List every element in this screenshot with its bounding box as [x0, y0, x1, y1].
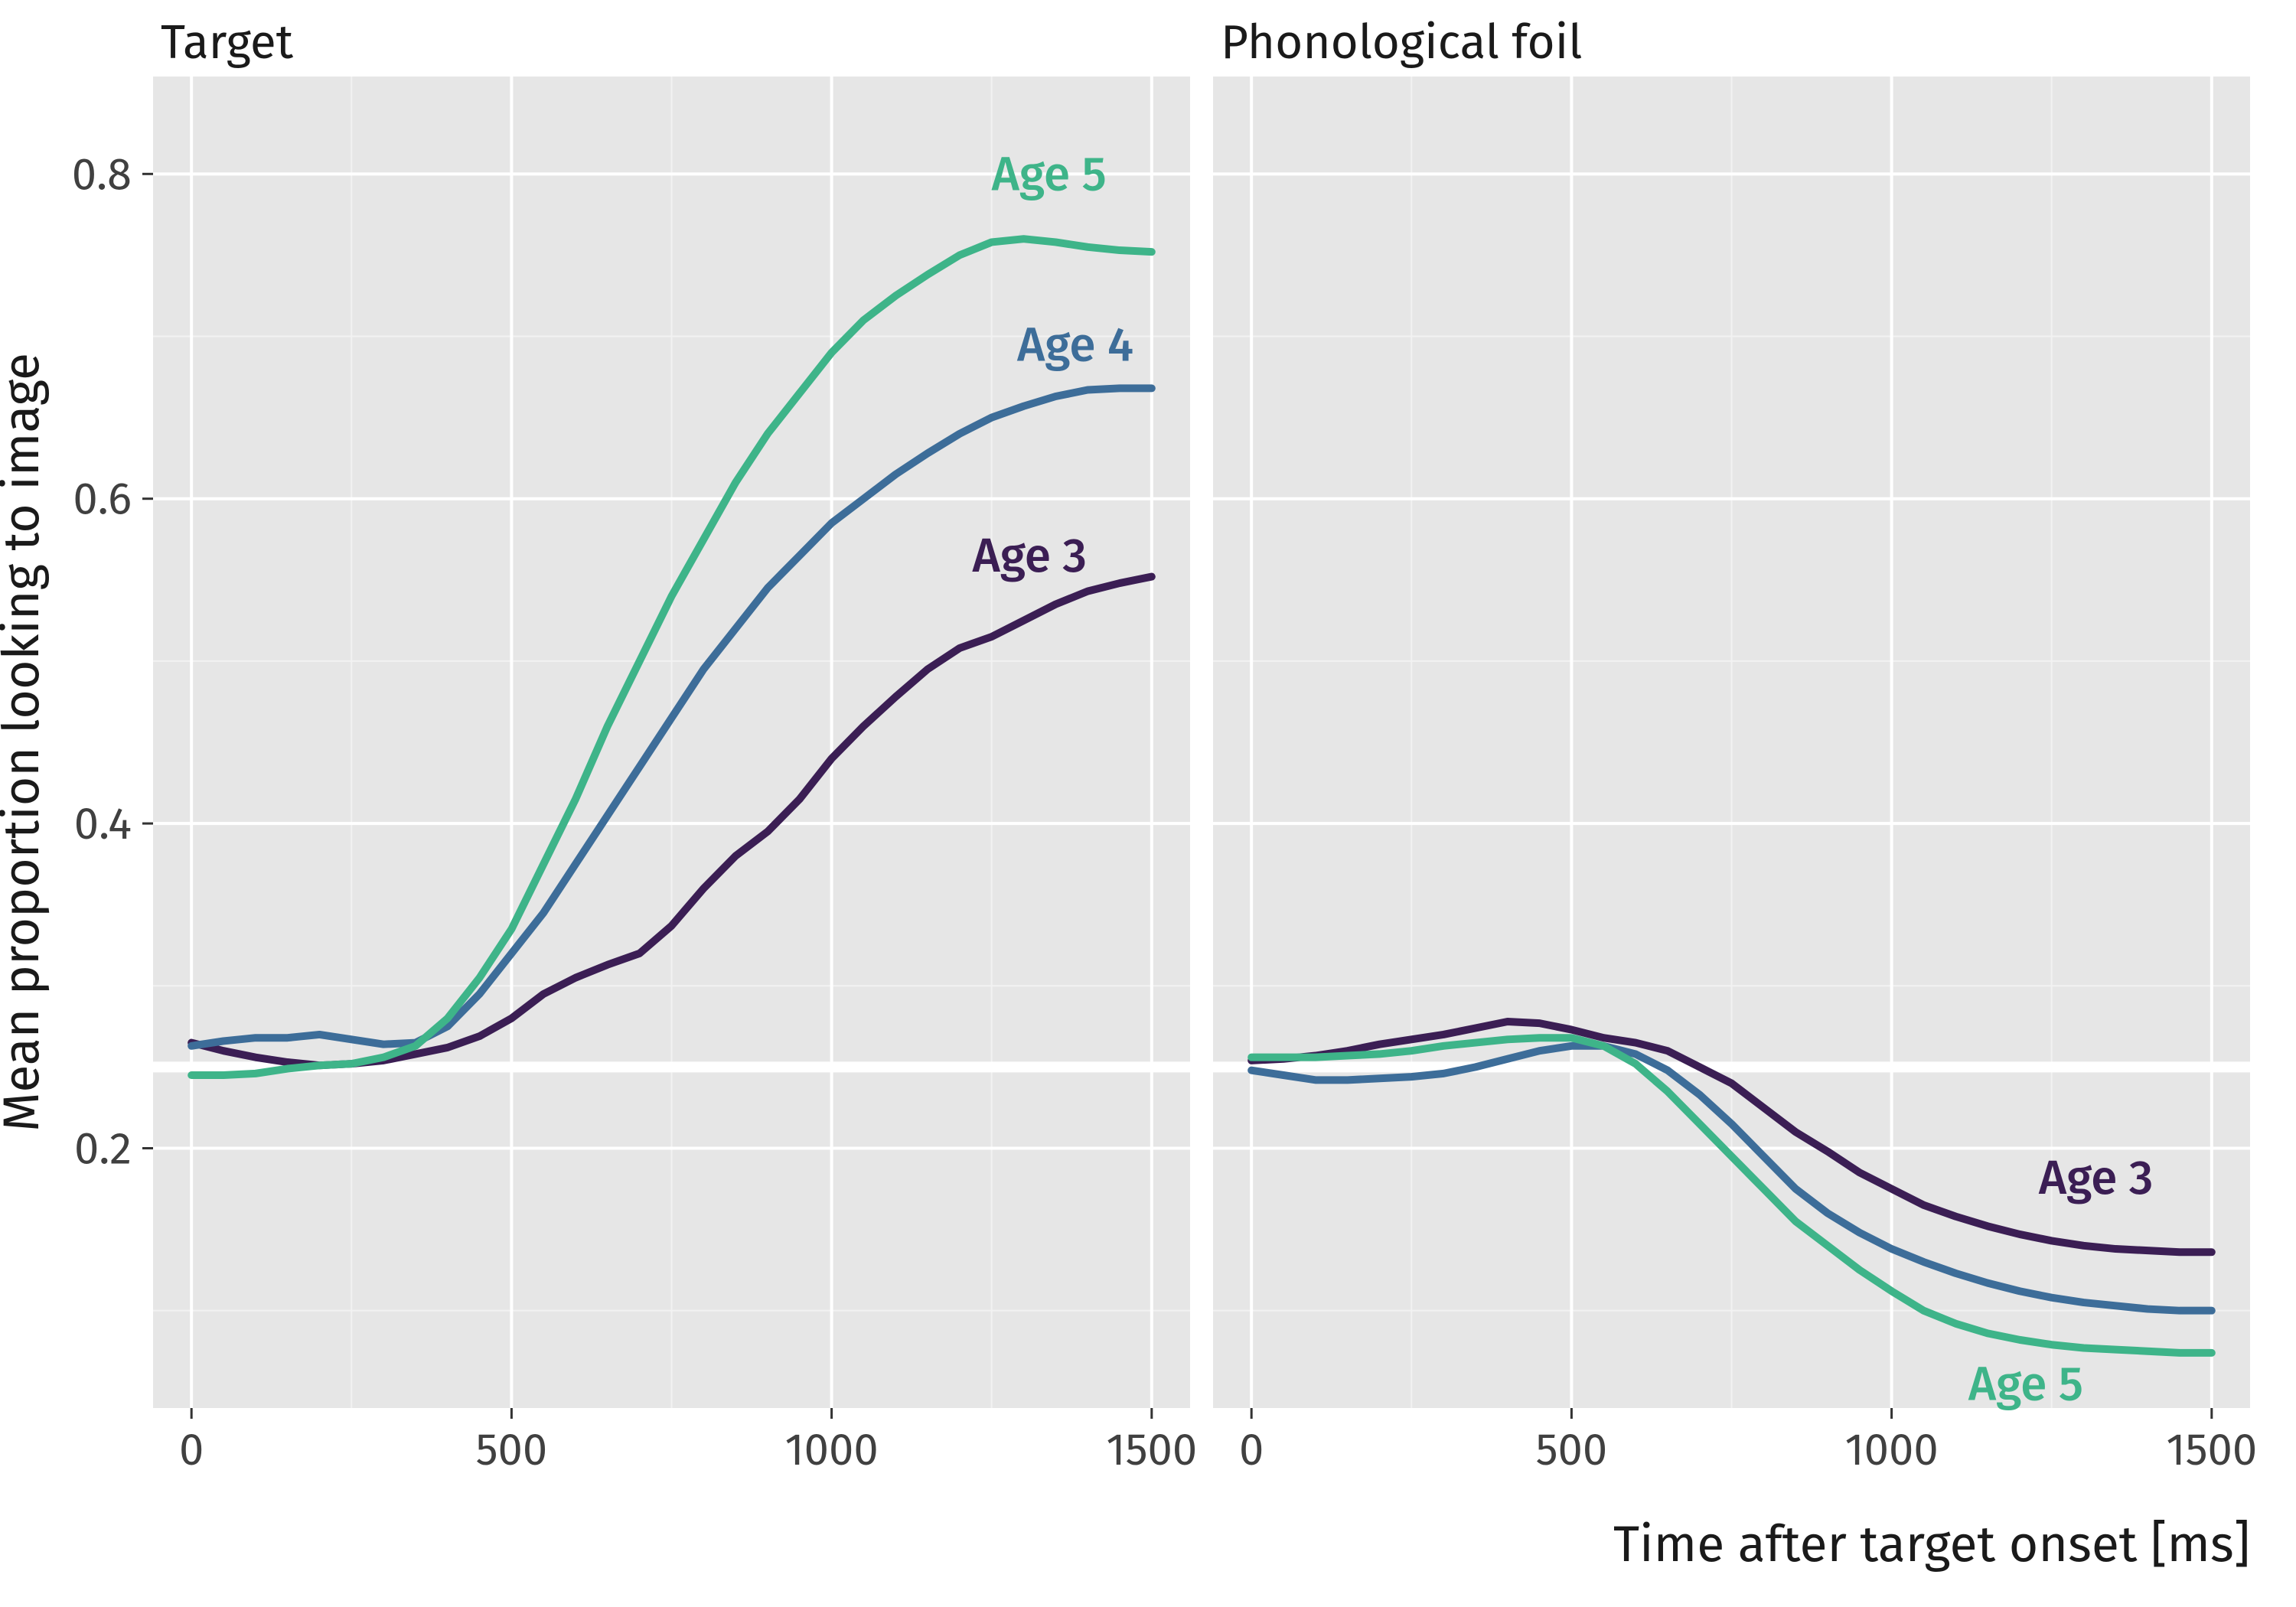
- series-label-target-age4: Age 4: [1016, 317, 1133, 373]
- series-label-target-age5: Age 5: [991, 147, 1107, 204]
- y-tick-label: 0.8: [72, 148, 132, 201]
- facet-title-target: Target: [161, 15, 294, 71]
- y-tick-label: 0.4: [74, 798, 132, 851]
- x-axis-title: Time after target onset [ms]: [1613, 1514, 2250, 1575]
- y-axis-title: Mean proportion looking to image: [0, 353, 52, 1132]
- series-label-target-age3: Age 3: [972, 528, 1087, 585]
- panel-phono: Age 3 Age 5 0 500 1000 1500: [1213, 77, 2257, 1477]
- series-label-phono-age3: Age 3: [2038, 1150, 2153, 1207]
- x-tick-label: 500: [1535, 1424, 1607, 1477]
- x-tick-label: 1500: [2166, 1424, 2257, 1477]
- x-tick-label: 1000: [1844, 1424, 1938, 1477]
- x-tick-label: 1500: [1106, 1424, 1197, 1477]
- y-tick-label: 0.2: [74, 1123, 132, 1175]
- series-label-phono-age5: Age 5: [1968, 1356, 2083, 1413]
- panel-target: Age 3 Age 4 Age 5 0 500 1000 1500 0.2 0.4 0.6 0.8: [72, 77, 1198, 1477]
- x-tick-label: 0: [179, 1424, 204, 1477]
- x-tick-label: 1000: [784, 1424, 878, 1477]
- x-tick-label: 500: [475, 1424, 547, 1477]
- chart-svg: Mean proportion looking to image Time aft…: [0, 0, 2296, 1607]
- chart-figure: Mean proportion looking to image Time aft…: [0, 0, 2296, 1607]
- y-tick-label: 0.6: [73, 474, 132, 526]
- x-tick-label: 0: [1239, 1424, 1264, 1477]
- facet-title-phono: Phonological foil: [1221, 15, 1582, 71]
